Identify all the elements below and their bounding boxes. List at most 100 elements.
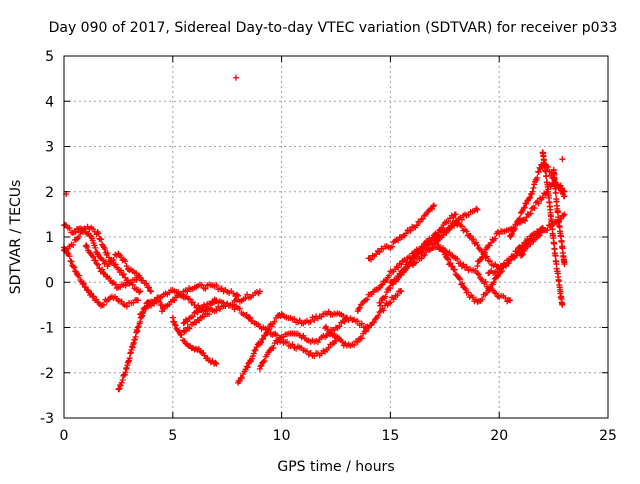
data-point	[257, 363, 264, 370]
data-point	[303, 348, 310, 355]
data-point	[502, 261, 509, 268]
data-point	[460, 261, 467, 268]
data-point	[375, 312, 382, 319]
data-point	[261, 357, 268, 364]
outlier-point	[559, 156, 566, 163]
data-point	[356, 304, 363, 311]
data-point	[289, 341, 296, 348]
data-point	[447, 260, 454, 267]
data-point	[189, 313, 196, 320]
data-point	[398, 288, 405, 295]
data-point	[544, 226, 551, 233]
data-point	[457, 260, 464, 267]
data-point	[561, 211, 568, 218]
data-point	[90, 253, 97, 260]
data-point	[534, 174, 541, 181]
data-point	[413, 259, 420, 266]
data-point	[435, 241, 442, 248]
data-point	[420, 215, 427, 222]
data-point	[123, 303, 130, 310]
data-point	[92, 257, 99, 264]
data-point	[459, 280, 466, 287]
data-point	[413, 222, 420, 229]
data-point	[487, 284, 494, 291]
data-point	[376, 249, 383, 256]
data-point	[538, 225, 545, 232]
data-point	[212, 359, 219, 366]
data-point	[179, 291, 186, 298]
data-point	[118, 267, 125, 274]
data-point	[202, 285, 209, 292]
data-point	[236, 378, 243, 385]
data-point	[479, 253, 486, 260]
data-point	[451, 266, 458, 273]
data-point	[531, 205, 538, 212]
data-point	[336, 323, 343, 330]
y-tick-label: 1	[45, 230, 54, 246]
data-point	[387, 299, 394, 306]
data-point	[486, 258, 493, 265]
outlier-point	[232, 74, 239, 81]
data-point	[172, 322, 179, 329]
data-point	[481, 249, 488, 256]
data-point	[526, 195, 533, 202]
data-point	[110, 257, 117, 264]
data-layer	[61, 74, 568, 393]
data-point	[136, 289, 143, 296]
data-point	[71, 264, 78, 271]
data-point	[383, 289, 390, 296]
data-point	[457, 276, 464, 283]
data-point	[465, 289, 472, 296]
y-tick-label: -2	[40, 366, 54, 382]
x-tick-label: 5	[168, 428, 177, 444]
data-point	[148, 288, 155, 295]
data-point	[492, 235, 499, 242]
data-point	[213, 282, 220, 289]
data-point	[186, 325, 193, 332]
data-point	[218, 285, 225, 292]
data-point	[122, 282, 129, 289]
data-point	[256, 288, 263, 295]
data-point	[393, 276, 400, 283]
x-tick-label: 0	[60, 428, 69, 444]
data-point	[134, 297, 141, 304]
data-point	[479, 296, 486, 303]
data-point	[458, 216, 465, 223]
data-point	[143, 280, 150, 287]
data-point	[311, 317, 318, 324]
data-point	[510, 227, 517, 234]
data-point	[101, 245, 108, 252]
data-point	[421, 252, 428, 259]
data-point	[100, 301, 107, 308]
data-point	[470, 236, 477, 243]
data-point	[80, 280, 87, 287]
data-point	[194, 309, 201, 316]
data-point	[340, 312, 347, 319]
data-point	[184, 288, 191, 295]
data-point	[543, 173, 550, 180]
data-point	[70, 241, 77, 248]
data-point	[249, 355, 256, 362]
data-point	[403, 265, 410, 272]
data-point	[326, 331, 333, 338]
data-point	[378, 299, 384, 306]
data-point	[134, 324, 141, 331]
data-point	[325, 308, 332, 315]
data-point	[243, 363, 250, 370]
data-point	[66, 253, 73, 260]
data-point	[410, 255, 417, 262]
data-point	[195, 302, 202, 309]
data-point	[137, 318, 144, 325]
data-point	[535, 169, 542, 176]
x-tick-label: 20	[490, 428, 508, 444]
data-point	[395, 264, 402, 271]
data-point	[137, 288, 144, 295]
data-point	[258, 362, 265, 369]
data-point	[523, 200, 530, 207]
data-point	[390, 296, 397, 303]
data-point	[112, 281, 119, 288]
data-point	[433, 237, 440, 244]
data-point	[236, 305, 243, 312]
data-point	[250, 350, 257, 357]
data-point	[417, 248, 424, 255]
